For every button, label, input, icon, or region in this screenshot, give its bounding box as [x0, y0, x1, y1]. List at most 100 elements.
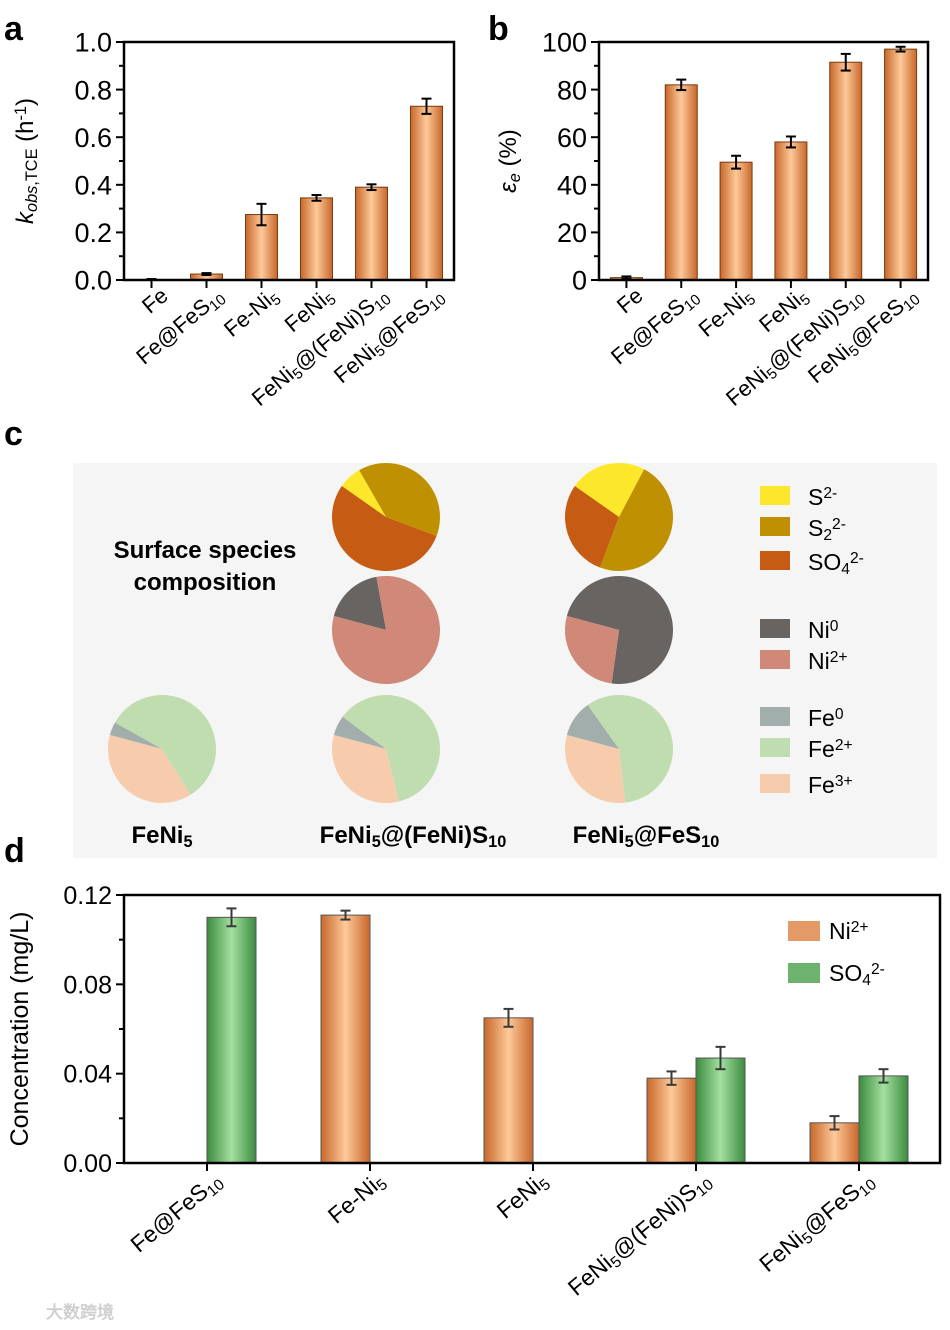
- label-segment: 2-: [832, 516, 846, 533]
- pie-fe: [107, 695, 216, 804]
- pie-s: [565, 463, 674, 572]
- y-tick-label: 60: [557, 123, 587, 153]
- pie-slice: [587, 695, 673, 803]
- label-segment: ε: [495, 182, 522, 193]
- y-tick-label: 0.12: [63, 882, 112, 910]
- legend-label: Ni0: [808, 617, 839, 643]
- label-segment: S: [808, 484, 823, 510]
- y-tick-label: 40: [557, 171, 587, 201]
- legend-label: Ni2+: [808, 648, 848, 674]
- label-segment: 3+: [835, 773, 853, 790]
- bar: [664, 84, 698, 281]
- panel-c-title: Surface species: [114, 537, 297, 564]
- legend-label: Fe3+: [808, 772, 853, 798]
- y-tick-label: 80: [557, 75, 587, 105]
- panel-c-title: composition: [134, 569, 277, 596]
- bar-so4: [695, 1057, 746, 1164]
- legend-label: S22-: [808, 515, 846, 544]
- label-segment: Ni: [808, 648, 830, 674]
- pie-slice: [565, 735, 626, 803]
- watermark: 大数跨境: [46, 1302, 114, 1322]
- y-tick-label: 0.0: [74, 266, 112, 296]
- bar: [774, 141, 808, 281]
- y-axis-label: Concentration (mg/L): [6, 912, 34, 1147]
- label-segment: 10: [488, 833, 506, 851]
- bar: [719, 161, 753, 281]
- pie-slice: [574, 463, 645, 517]
- legend-swatch: [760, 707, 790, 726]
- y-tick-label: 0.4: [74, 171, 112, 201]
- pie-slice: [342, 694, 440, 802]
- pie-slice: [359, 462, 440, 536]
- bar: [884, 48, 918, 281]
- label-segment: Fe: [808, 772, 835, 798]
- x-tick-label: Fe: [137, 283, 173, 319]
- label-segment: Fe: [137, 283, 173, 319]
- legend-label: Fe2+: [808, 736, 853, 762]
- label-segment: 2: [823, 527, 832, 544]
- pie-fe: [331, 694, 440, 803]
- bar: [355, 186, 388, 281]
- pie-slice: [600, 469, 674, 572]
- bar-ni2: [809, 1122, 860, 1164]
- pie-slice: [332, 576, 440, 684]
- pie-ni: [332, 576, 440, 684]
- axes-frame: [597, 40, 930, 282]
- label-segment: SO: [808, 549, 841, 575]
- x-tick-label: FeNi5: [492, 1167, 555, 1226]
- x-tick-label: Fe-Ni5: [323, 1167, 392, 1231]
- y-tick-label: 0: [572, 266, 587, 296]
- label-segment: Ni: [829, 918, 851, 944]
- x-tick-label: Fe: [612, 283, 648, 319]
- label-segment: 5: [183, 833, 192, 851]
- label-segment: k: [12, 210, 39, 224]
- bar: [410, 105, 443, 281]
- pie-slice: [566, 576, 673, 684]
- label-segment: @(FeNi)S: [381, 822, 488, 849]
- panel-label-b: b: [488, 10, 509, 48]
- label-segment: FeNi: [131, 822, 183, 849]
- pie-slice: [341, 470, 386, 517]
- pie-slice: [565, 486, 619, 568]
- label-segment: 2+: [835, 737, 853, 754]
- legend-swatch: [760, 486, 790, 505]
- bar-ni2: [320, 914, 371, 1164]
- label-segment: 4: [862, 972, 871, 989]
- label-segment: 0: [835, 706, 844, 723]
- pie-column-label: FeNi5@FeS10: [573, 822, 720, 851]
- label-segment: 10: [701, 833, 719, 851]
- pie-slice: [565, 616, 619, 684]
- label-segment: 5: [372, 833, 381, 851]
- y-tick-label: 20: [557, 218, 587, 248]
- label-segment: @(FeNi)S: [607, 1178, 702, 1264]
- label-segment: 5: [625, 833, 634, 851]
- y-tick-label: 100: [542, 28, 587, 58]
- pie-s: [331, 462, 440, 571]
- label-segment: 2-: [850, 550, 864, 567]
- y-axis-label: kobs,TCE (h-1): [12, 98, 41, 224]
- label-segment: Fe: [808, 736, 835, 762]
- y-tick-label: 0.2: [74, 218, 112, 248]
- y-tick-label: 0.08: [63, 971, 112, 999]
- label-segment: Fe@FeS: [125, 1178, 212, 1257]
- legend-swatch-so4: [788, 963, 820, 983]
- x-tick-label: Fe@FeS10: [125, 1167, 228, 1260]
- pie-slice: [331, 735, 399, 803]
- legend-swatch: [760, 650, 790, 669]
- bar-ni2: [483, 1017, 534, 1164]
- bar: [300, 197, 333, 281]
- label-segment: 0: [830, 618, 839, 635]
- pie-column-label: FeNi5@(FeNi)S10: [320, 822, 507, 851]
- y-tick-label: 0.04: [63, 1061, 112, 1089]
- legend-swatch: [760, 619, 790, 638]
- panel-label-d: d: [4, 832, 25, 870]
- pie-slice: [107, 735, 191, 804]
- legend-label: SO42-: [808, 549, 864, 578]
- pie-slice: [566, 704, 619, 749]
- label-segment: -1: [12, 106, 30, 121]
- y-axis-label: εe (%): [495, 129, 524, 193]
- legend-swatch: [760, 551, 790, 570]
- legend-swatch: [760, 517, 790, 536]
